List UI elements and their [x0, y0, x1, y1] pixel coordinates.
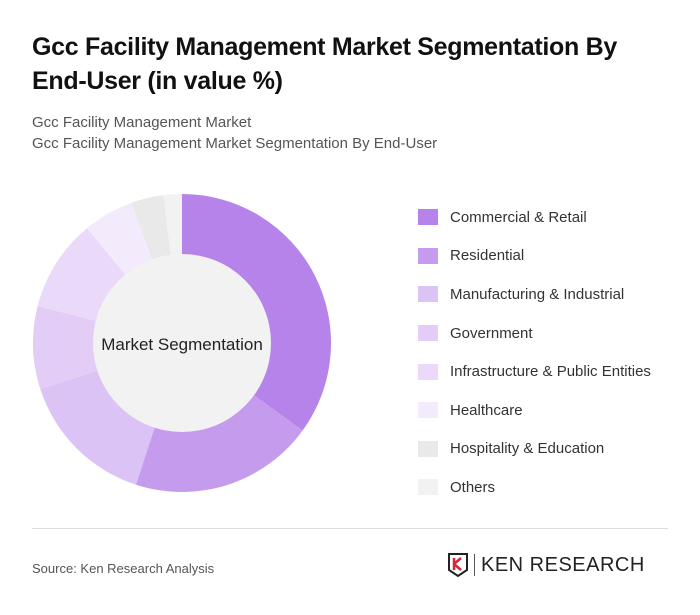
legend-label: Healthcare [450, 401, 523, 419]
legend-swatch [418, 286, 438, 303]
ken-research-logo: KEN RESEARCH [448, 553, 645, 577]
legend-swatch [418, 247, 438, 264]
legend-label: Commercial & Retail [450, 208, 587, 226]
legend-item[interactable]: Residential [418, 237, 651, 276]
legend-swatch [418, 209, 438, 226]
legend-item[interactable]: Hospitality & Education [418, 430, 651, 469]
legend-label: Hospitality & Education [450, 440, 605, 458]
legend-label: Infrastructure & Public Entities [450, 363, 651, 381]
legend-label: Residential [450, 247, 525, 265]
center-label: Market Segmentation [101, 335, 263, 354]
legend-swatch [418, 402, 438, 419]
ken-logo-icon [448, 553, 468, 577]
legend-swatch [418, 479, 438, 496]
legend-item[interactable]: Commercial & Retail [418, 198, 651, 237]
legend-label: Government [450, 324, 533, 342]
legend-item[interactable]: Others [418, 468, 651, 507]
subtitle-market: Gcc Facility Management Market [32, 114, 252, 131]
logo-separator [474, 554, 475, 576]
legend-swatch [418, 440, 438, 457]
donut-chart: Market Segmentation [33, 194, 332, 493]
chart-title: Gcc Facility Management Market Segmentat… [32, 33, 617, 95]
legend-label: Manufacturing & Industrial [450, 285, 625, 303]
donut-hole [93, 254, 271, 432]
legend-item[interactable]: Government [418, 314, 651, 353]
legend-label: Others [450, 478, 496, 496]
legend-swatch [418, 325, 438, 342]
legend-item[interactable]: Infrastructure & Public Entities [418, 352, 651, 391]
legend-item[interactable]: Healthcare [418, 391, 651, 430]
legend-swatch [418, 363, 438, 380]
legend: Commercial & Retail Residential Manufactur… [418, 198, 651, 507]
logo-text: KEN RESEARCH [481, 553, 645, 576]
divider [32, 528, 668, 529]
source-note: Source: Ken Research Analysis [32, 561, 215, 576]
subtitle-segmentation: Gcc Facility Management Market Segmentat… [32, 135, 438, 152]
legend-item[interactable]: Manufacturing & Industrial [418, 275, 651, 314]
